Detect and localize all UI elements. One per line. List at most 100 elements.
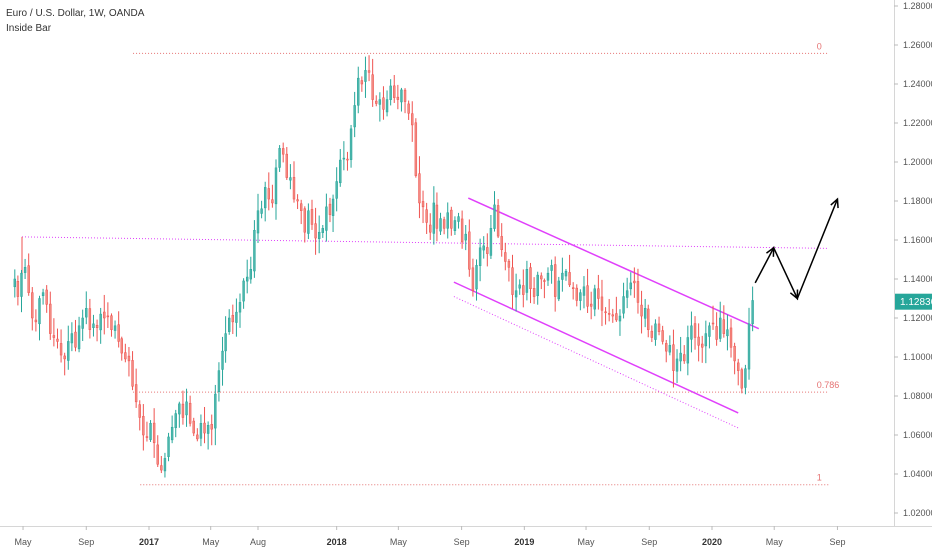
price-tick-label: 1.14000: [903, 274, 932, 284]
candle-body: [328, 203, 332, 215]
price-axis[interactable]: 1.28000 1.26000 1.24000 1.22000 1.20000 1.180…: [894, 1, 932, 518]
candle-body: [432, 202, 436, 234]
candle-body: [13, 278, 17, 288]
candle-body: [425, 209, 428, 223]
candle: [224, 316, 227, 363]
projection-arrowhead: [766, 246, 775, 257]
candle: [214, 384, 217, 446]
candle: [16, 275, 20, 306]
candle-body: [429, 224, 432, 233]
candle: [429, 213, 432, 240]
candle: [117, 311, 120, 348]
candle: [579, 289, 582, 311]
candle: [256, 193, 260, 244]
candle-body: [120, 338, 123, 354]
candle: [367, 55, 371, 82]
candle: [553, 256, 557, 312]
candle-body: [747, 323, 751, 370]
candle: [321, 225, 324, 238]
candle-body: [375, 100, 378, 104]
candle: [661, 325, 664, 345]
candle-body: [160, 465, 163, 471]
candle: [507, 258, 511, 282]
candle-body: [460, 218, 464, 243]
candle-body: [378, 99, 382, 105]
candle-body: [296, 199, 299, 202]
candle-body: [364, 70, 367, 82]
candle: [550, 259, 553, 284]
candle-body: [737, 362, 740, 371]
candle: [378, 92, 382, 122]
time-tick-label: Aug: [250, 537, 266, 547]
candle-body: [196, 434, 199, 440]
candle-body: [618, 315, 622, 322]
candle: [411, 101, 414, 142]
chart-legend: Euro / U.S. Dollar, 1W, OANDA Inside Bar: [6, 6, 144, 36]
candle: [271, 184, 274, 208]
candle: [751, 286, 754, 332]
candle-body: [589, 303, 593, 307]
candle: [525, 260, 529, 301]
candle: [20, 269, 23, 313]
candle-body: [106, 315, 110, 318]
candle-body: [489, 228, 493, 256]
candle: [482, 236, 485, 259]
candle: [331, 194, 335, 233]
candle-body: [575, 287, 578, 301]
candle-body: [367, 70, 371, 73]
candle-body: [231, 314, 235, 323]
indicator-label[interactable]: Inside Bar: [6, 23, 52, 34]
candle-body: [199, 423, 203, 439]
candle: [296, 194, 299, 210]
candle: [328, 197, 332, 223]
time-axis[interactable]: May Sep 2017 May Aug 2018 May Sep 2019 May Sep 2020…: [15, 526, 846, 547]
price-tick-label: 1.04000: [903, 469, 932, 479]
candle-body: [235, 311, 238, 323]
candle: [672, 329, 675, 388]
candle: [206, 421, 210, 450]
candle-body: [733, 345, 736, 362]
candle-body: [192, 420, 195, 434]
candle-body: [719, 317, 722, 339]
time-tick-label: 2018: [327, 537, 347, 547]
candle: [514, 273, 518, 312]
candle: [442, 216, 446, 235]
candle: [138, 400, 141, 431]
candle-body: [156, 444, 159, 465]
candle-body: [382, 97, 385, 110]
candle: [145, 421, 149, 442]
candle: [357, 66, 360, 114]
candle-body: [360, 80, 364, 85]
candle: [460, 210, 464, 249]
candle: [625, 277, 629, 309]
candle: [307, 203, 310, 240]
candle-body: [546, 272, 550, 281]
candle-body: [450, 209, 453, 229]
candle: [56, 328, 59, 349]
candle: [478, 238, 482, 282]
candle: [471, 258, 475, 297]
candle-body: [453, 220, 457, 231]
candle: [95, 319, 99, 342]
candle-body: [640, 304, 643, 317]
candle: [23, 258, 27, 280]
candle-body: [683, 354, 686, 362]
channel-parallel-line: [453, 296, 739, 429]
symbol-title[interactable]: Euro / U.S. Dollar, 1W, OANDA: [6, 8, 145, 19]
candle-body: [134, 384, 138, 403]
candle-body: [245, 276, 249, 282]
candle-body: [393, 85, 396, 98]
candle: [106, 302, 110, 328]
candle: [303, 206, 306, 243]
candle-body: [693, 323, 697, 338]
candle: [160, 455, 163, 474]
candle-body: [482, 245, 485, 251]
price-tick-label: 1.16000: [903, 235, 932, 245]
candle-body: [124, 352, 127, 360]
candle-body: [414, 122, 418, 176]
candle-body: [263, 187, 267, 209]
candle: [737, 358, 740, 386]
candle: [238, 293, 242, 328]
candle: [59, 329, 63, 363]
